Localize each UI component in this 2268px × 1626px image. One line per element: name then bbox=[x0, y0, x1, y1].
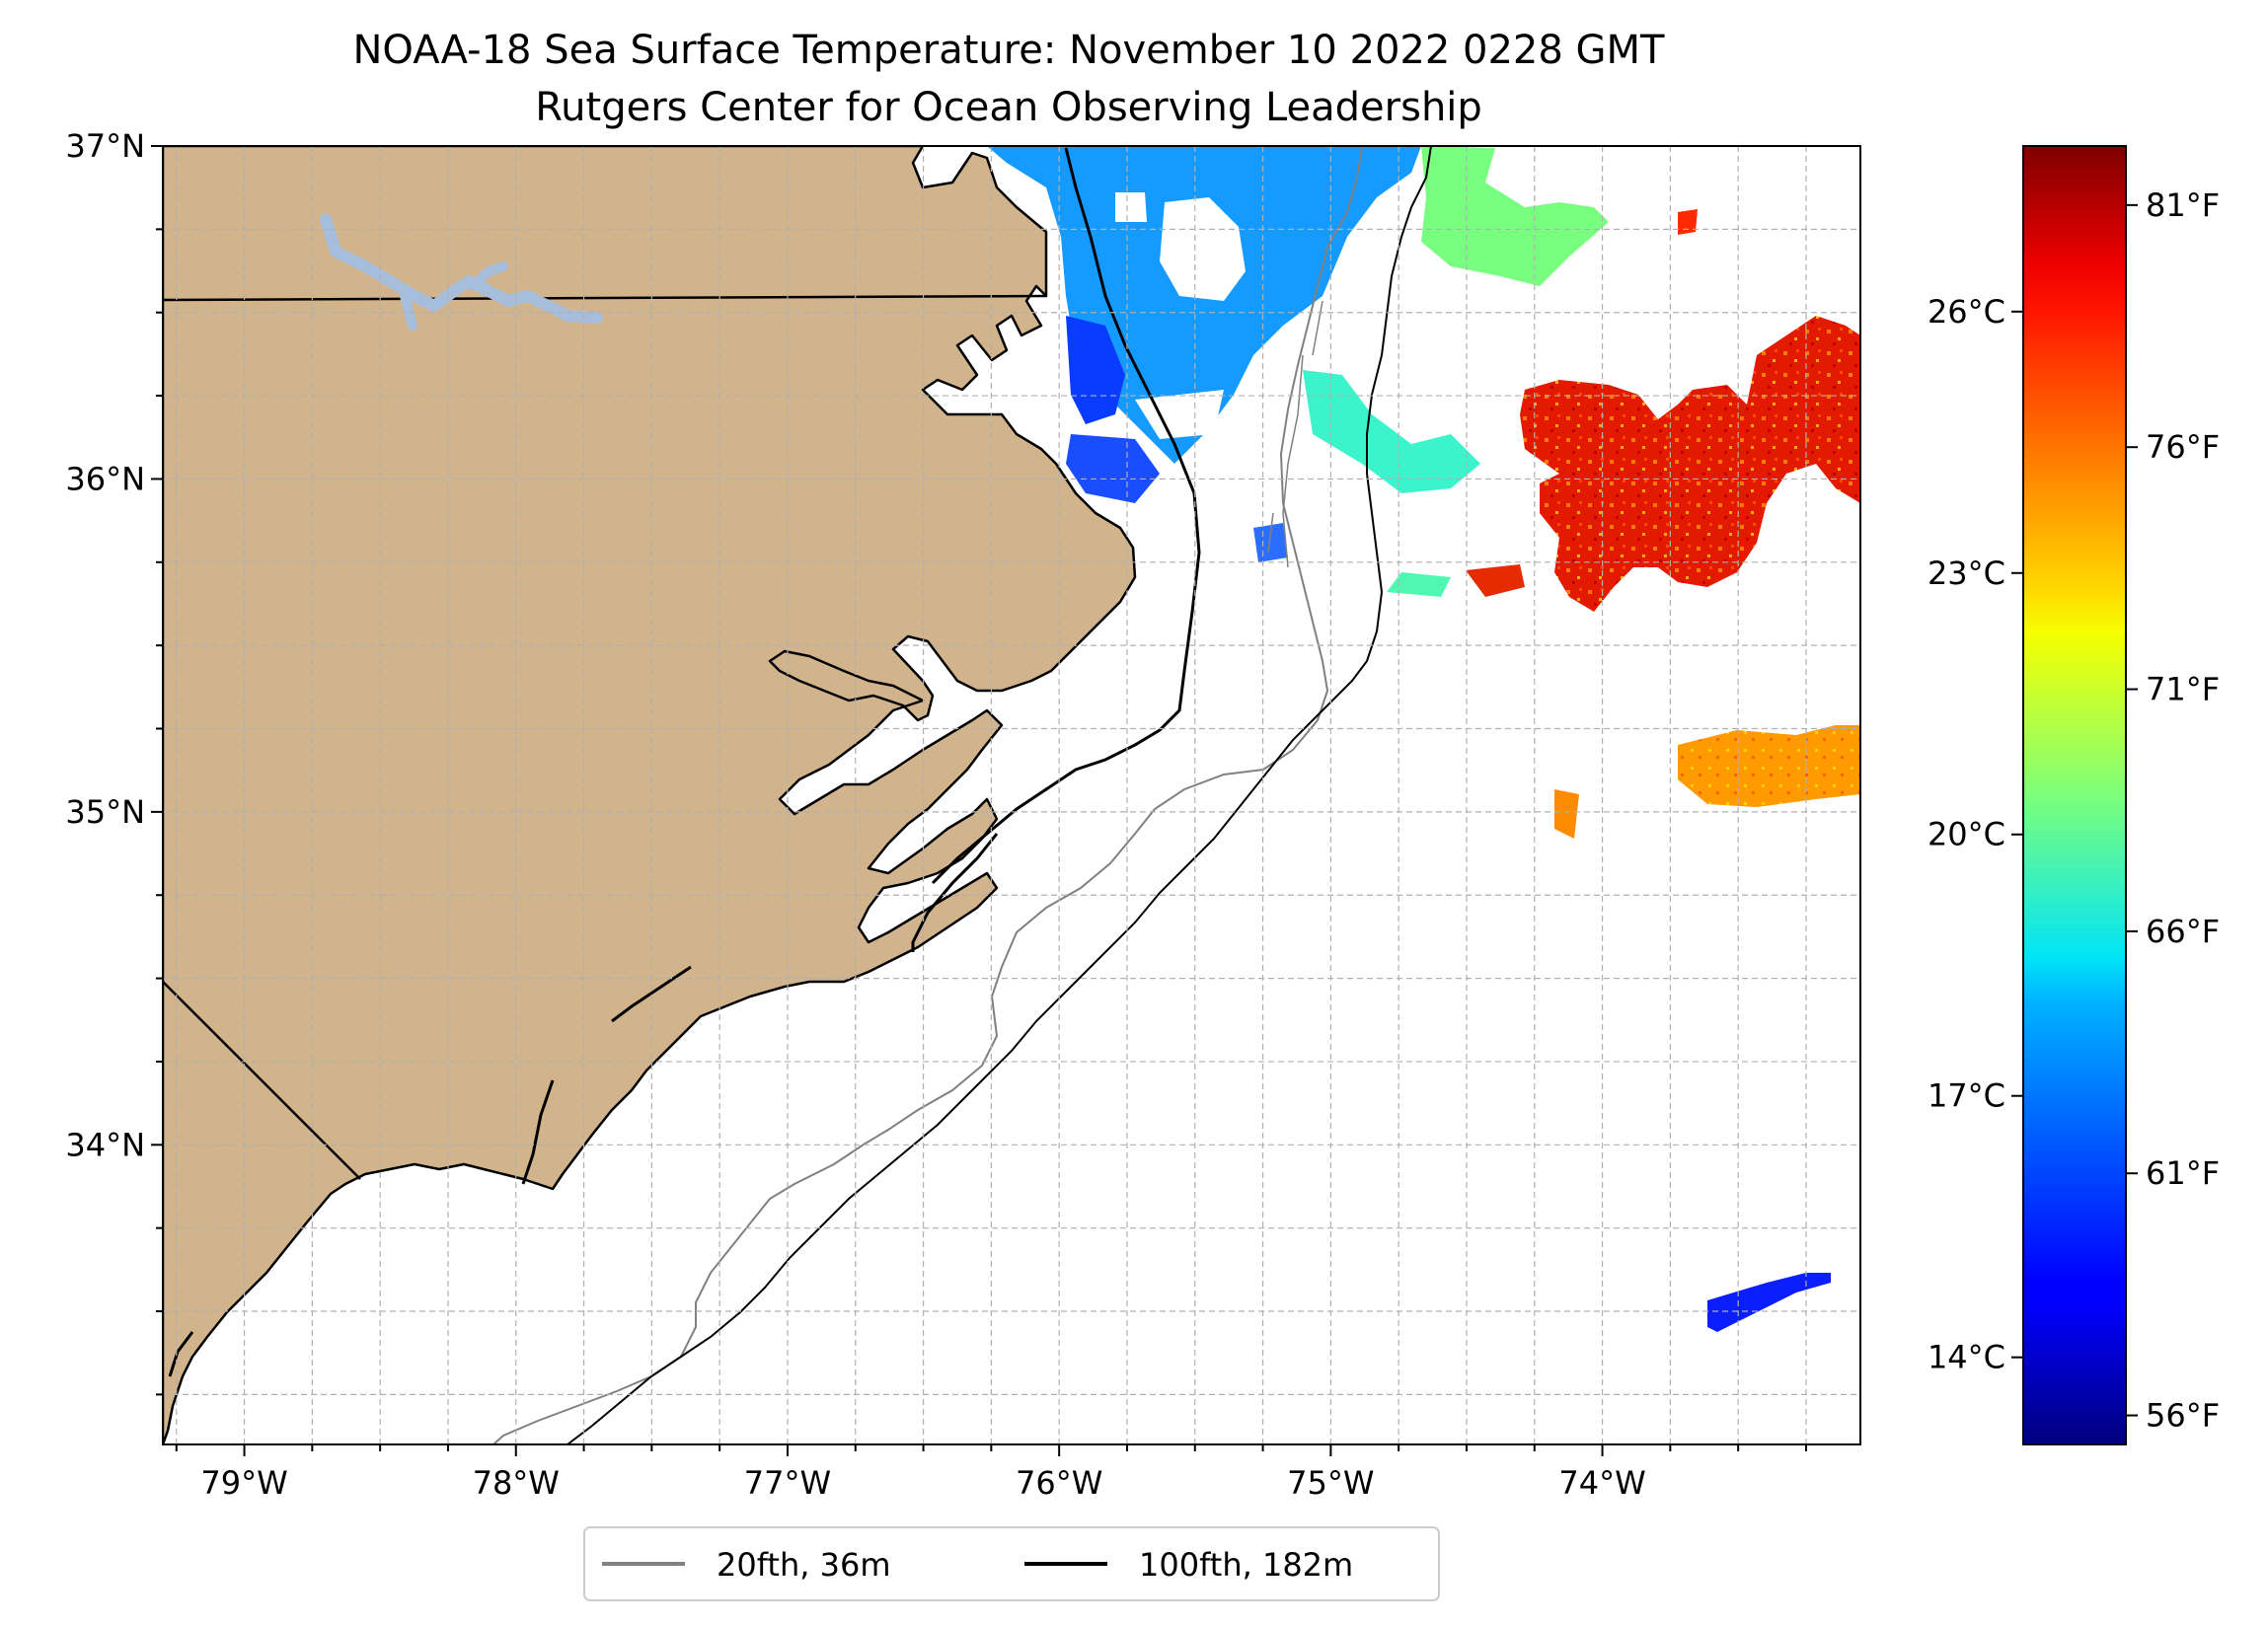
state-border-va-nc bbox=[163, 294, 1047, 302]
map-frame bbox=[162, 145, 1861, 1445]
lat-tick-label: 35°N bbox=[65, 793, 145, 831]
legend-box bbox=[583, 1526, 1440, 1601]
sst-gap-3 bbox=[1135, 390, 1224, 439]
barrier-island-sw bbox=[611, 965, 692, 1023]
isobath-100fth bbox=[567, 146, 1432, 1444]
colorbar-gradient bbox=[2022, 145, 2127, 1445]
sst-gap-2 bbox=[1115, 192, 1147, 222]
barrier-island-sw-tip bbox=[168, 1331, 194, 1377]
sst-patch-sound-north bbox=[1066, 316, 1125, 424]
sst-patch-edge-north bbox=[1421, 146, 1609, 286]
fahrenheit-tick-label: 56°F bbox=[2146, 1397, 2220, 1435]
celsius-tick-label: 26°C bbox=[1928, 293, 2005, 331]
fahrenheit-tick-label: 71°F bbox=[2146, 671, 2220, 708]
lon-tick-label: 77°W bbox=[744, 1464, 831, 1502]
lon-tick-label: 78°W bbox=[473, 1464, 560, 1502]
fahrenheit-tick-label: 61°F bbox=[2146, 1154, 2220, 1192]
isobath-20fth bbox=[492, 147, 1363, 1444]
legend: 20fth, 36m 100fth, 182m bbox=[583, 1526, 1440, 1601]
sst-patch-nearshore bbox=[987, 146, 1421, 464]
legend-label-100fth: 100fth, 182m bbox=[1139, 1546, 1353, 1584]
chart-title: NOAA-18 Sea Surface Temperature: Novembe… bbox=[353, 28, 1666, 73]
sst-patch-speck-2 bbox=[1678, 209, 1698, 235]
sst-patch-cold-filament bbox=[1707, 1273, 1831, 1332]
sst-patch-edge-small bbox=[1387, 572, 1451, 597]
north-carolina-land bbox=[163, 146, 1137, 1444]
legend-label-20fth: 20fth, 36m bbox=[717, 1546, 890, 1584]
sst-gap-1 bbox=[1160, 197, 1246, 301]
sst-patch-sound-mid bbox=[1066, 434, 1160, 503]
sst-patch-edge-mid bbox=[1303, 370, 1480, 493]
map-panel bbox=[163, 146, 1860, 1444]
colorbar: 14°C 17°C 20°C 23°C 26°C 56°F 61°F 66°F 71°F 76°… bbox=[1928, 145, 2220, 1445]
state-border-nc-sc bbox=[163, 981, 361, 1180]
land-layer bbox=[163, 146, 1201, 1444]
celsius-tick-label: 20°C bbox=[1928, 816, 2005, 853]
fahrenheit-tick-label: 66°F bbox=[2146, 913, 2220, 950]
colorbar-celsius-ticks: 14°C 17°C 20°C 23°C 26°C bbox=[1928, 293, 2023, 1376]
lon-tick-label: 74°W bbox=[1558, 1464, 1645, 1502]
fahrenheit-tick-label: 76°F bbox=[2146, 428, 2220, 466]
sst-patch-offshore-band bbox=[1678, 725, 1860, 807]
barrier-island-south bbox=[911, 833, 999, 952]
sst-patch-cape bbox=[1253, 523, 1288, 562]
lat-tick-label: 34°N bbox=[65, 1126, 145, 1163]
sst-patch-speck-1 bbox=[1554, 789, 1579, 839]
lon-tick-label: 75°W bbox=[1287, 1464, 1374, 1502]
lon-tick-label: 79°W bbox=[200, 1464, 287, 1502]
sst-patch-warm-small bbox=[1466, 564, 1525, 597]
sst-patch-gulfstream bbox=[1520, 316, 1860, 612]
kerr-lake bbox=[320, 213, 603, 324]
lat-tick-label: 37°N bbox=[65, 127, 145, 165]
longitude-ticks: 79°W 78°W 77°W 76°W 75°W 74°W bbox=[175, 1444, 1807, 1502]
lon-tick-label: 76°W bbox=[1016, 1464, 1102, 1502]
latitude-ticks: 37°N 36°N 35°N 34°N bbox=[65, 127, 163, 1396]
lat-tick-label: 36°N bbox=[65, 460, 145, 497]
fahrenheit-tick-label: 81°F bbox=[2146, 186, 2220, 224]
celsius-tick-label: 23°C bbox=[1928, 554, 2005, 592]
colorbar-fahrenheit-ticks: 56°F 61°F 66°F 71°F 76°F 81°F bbox=[2126, 186, 2220, 1435]
kerr-lake-arm bbox=[400, 261, 508, 331]
chart-subtitle: Rutgers Center for Ocean Observing Leade… bbox=[535, 85, 1482, 130]
celsius-tick-label: 17°C bbox=[1928, 1077, 2005, 1115]
isobath-20fth-shoal bbox=[1267, 300, 1323, 568]
gridlines bbox=[163, 146, 1860, 1444]
celsius-tick-label: 14°C bbox=[1928, 1339, 2005, 1376]
barrier-island-cape-fear bbox=[521, 1079, 555, 1185]
